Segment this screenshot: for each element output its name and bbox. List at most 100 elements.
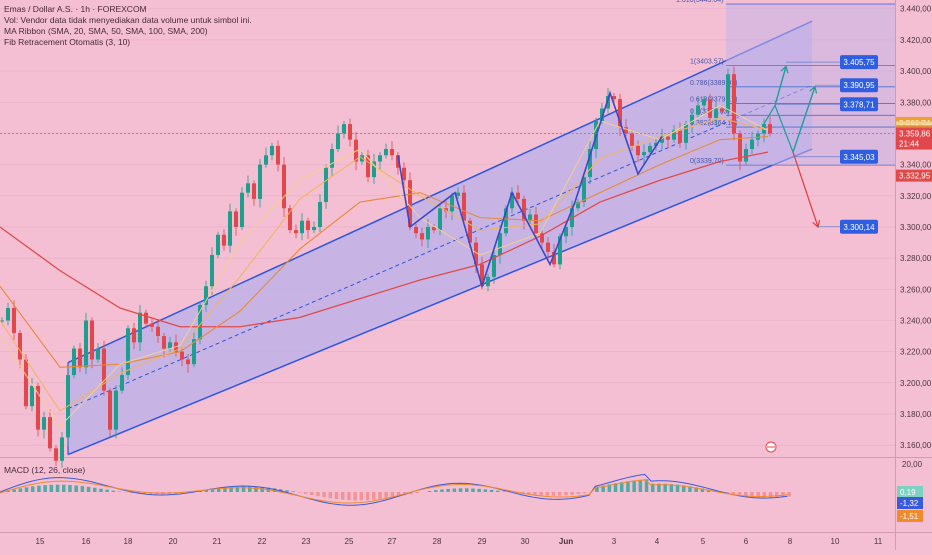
candle-body <box>342 124 346 133</box>
candle-body <box>108 391 112 430</box>
candle-body <box>222 235 226 246</box>
candle-body <box>198 305 202 339</box>
time-axis-tick: 3 <box>612 537 617 546</box>
candle-body <box>636 146 640 155</box>
candle-body <box>294 230 298 233</box>
candle-body <box>156 327 160 336</box>
candle-body <box>252 183 256 199</box>
candle-body <box>276 146 280 165</box>
candle-body <box>234 211 238 227</box>
macd-histogram-bar <box>81 486 85 492</box>
macd-histogram-bar <box>787 492 791 497</box>
axis-price-badge: 3.332,95 <box>896 170 932 182</box>
price-target-label[interactable]: 3.378,71 <box>840 97 878 111</box>
candle-body <box>180 352 184 360</box>
macd-histogram-bar <box>12 489 16 492</box>
macd-histogram-bar <box>304 492 308 494</box>
macd-label[interactable]: MACD (12, 26, close) <box>4 465 85 475</box>
candle-body <box>54 448 58 460</box>
candle-body <box>768 124 772 133</box>
macd-histogram-bar <box>446 489 450 492</box>
candle-body <box>486 277 490 286</box>
time-axis-tick: 27 <box>388 537 397 546</box>
macd-histogram-bar <box>335 492 339 499</box>
time-axis-tick: 11 <box>874 537 883 546</box>
macd-histogram-bar <box>31 486 35 492</box>
price-target-text: 3.405,75 <box>843 58 875 67</box>
candle-body <box>210 255 214 286</box>
macd-histogram-bar <box>415 492 419 493</box>
candle-body <box>138 313 142 343</box>
time-axis-tick: 25 <box>345 537 354 546</box>
candle-body <box>84 321 88 368</box>
candle-body <box>324 168 328 202</box>
candle-body <box>708 99 712 118</box>
macd-histogram-bar <box>639 480 643 492</box>
price-axis-tick: 3.240,00 <box>900 317 932 326</box>
price-axis-tick: 3.160,00 <box>900 441 932 450</box>
legend-title[interactable]: Emas / Dollar A.S. · 1h · FOREXCOM <box>4 4 252 15</box>
price-target-label[interactable]: 3.405,75 <box>840 55 878 69</box>
candle-body <box>114 391 118 430</box>
candle-body <box>750 140 754 149</box>
candle-body <box>696 105 700 114</box>
fib-level-label: 0.786(3389.91) <box>690 80 737 87</box>
candle-body <box>144 313 148 324</box>
macd-readout-text: 0,19 <box>900 488 916 497</box>
fib-level-label: 1(3403.57) <box>690 59 724 66</box>
macd-histogram-bar <box>384 492 388 498</box>
macd-histogram-bar <box>459 488 463 492</box>
chart-legend: Emas / Dollar A.S. · 1h · FOREXCOM Vol: … <box>4 4 252 48</box>
price-axis-tick: 3.440,00 <box>900 5 932 14</box>
candle-body <box>90 321 94 360</box>
macd-histogram-bar <box>434 490 438 492</box>
macd-histogram-bar <box>56 485 60 492</box>
macd-histogram-bar <box>558 492 562 496</box>
macd-histogram-bar <box>453 489 457 492</box>
candle-body <box>756 133 760 139</box>
candle-body <box>648 146 652 152</box>
macd-histogram-bar <box>626 481 630 492</box>
candle-body <box>390 149 394 155</box>
candle-body <box>336 133 340 149</box>
macd-histogram-bar <box>316 492 320 496</box>
candle-body <box>384 149 388 155</box>
candle-body <box>72 349 76 375</box>
macd-histogram-bar <box>360 492 364 500</box>
candle-body <box>420 233 424 239</box>
price-target-label[interactable]: 3.390,95 <box>840 78 878 92</box>
price-axis-tick: 3.180,00 <box>900 410 932 419</box>
price-target-label[interactable]: 3.345,03 <box>840 150 878 164</box>
price-axis-tick: 3.300,00 <box>900 223 932 232</box>
candle-body <box>186 359 190 364</box>
candle-body <box>378 155 382 161</box>
macd-histogram-bar <box>329 492 333 498</box>
macd-histogram-bar <box>775 492 779 497</box>
price-axis-tick: 3.260,00 <box>900 285 932 294</box>
price-target-label[interactable]: 3.300,14 <box>840 220 878 234</box>
macd-histogram-bar <box>428 491 432 492</box>
candle-body <box>216 235 220 255</box>
candle-body <box>450 196 454 212</box>
candle-body <box>720 109 724 112</box>
legend-ma-ribbon[interactable]: MA Ribbon (SMA, 20, SMA, 50, SMA, 100, S… <box>4 26 252 37</box>
macd-histogram-bar <box>471 488 475 492</box>
time-axis-tick: 16 <box>82 537 91 546</box>
time-axis-tick: 6 <box>744 537 749 546</box>
candle-body <box>666 137 670 140</box>
macd-histogram-bar <box>366 492 370 500</box>
candle-body <box>312 227 316 230</box>
time-axis-tick: 28 <box>433 537 442 546</box>
legend-fib[interactable]: Fib Retracement Otomatis (3, 10) <box>4 37 252 48</box>
macd-axis-tick: 20,00 <box>902 460 923 469</box>
legend-volume-note: Vol: Vendor data tidak menyediakan data … <box>4 15 252 26</box>
macd-histogram-bar <box>502 491 506 492</box>
candle-body <box>204 286 208 305</box>
candle-body <box>246 183 250 192</box>
candle-body <box>162 336 166 348</box>
macd-histogram-bar <box>37 486 41 492</box>
candle-body <box>258 165 262 199</box>
macd-histogram-bar <box>440 489 444 492</box>
